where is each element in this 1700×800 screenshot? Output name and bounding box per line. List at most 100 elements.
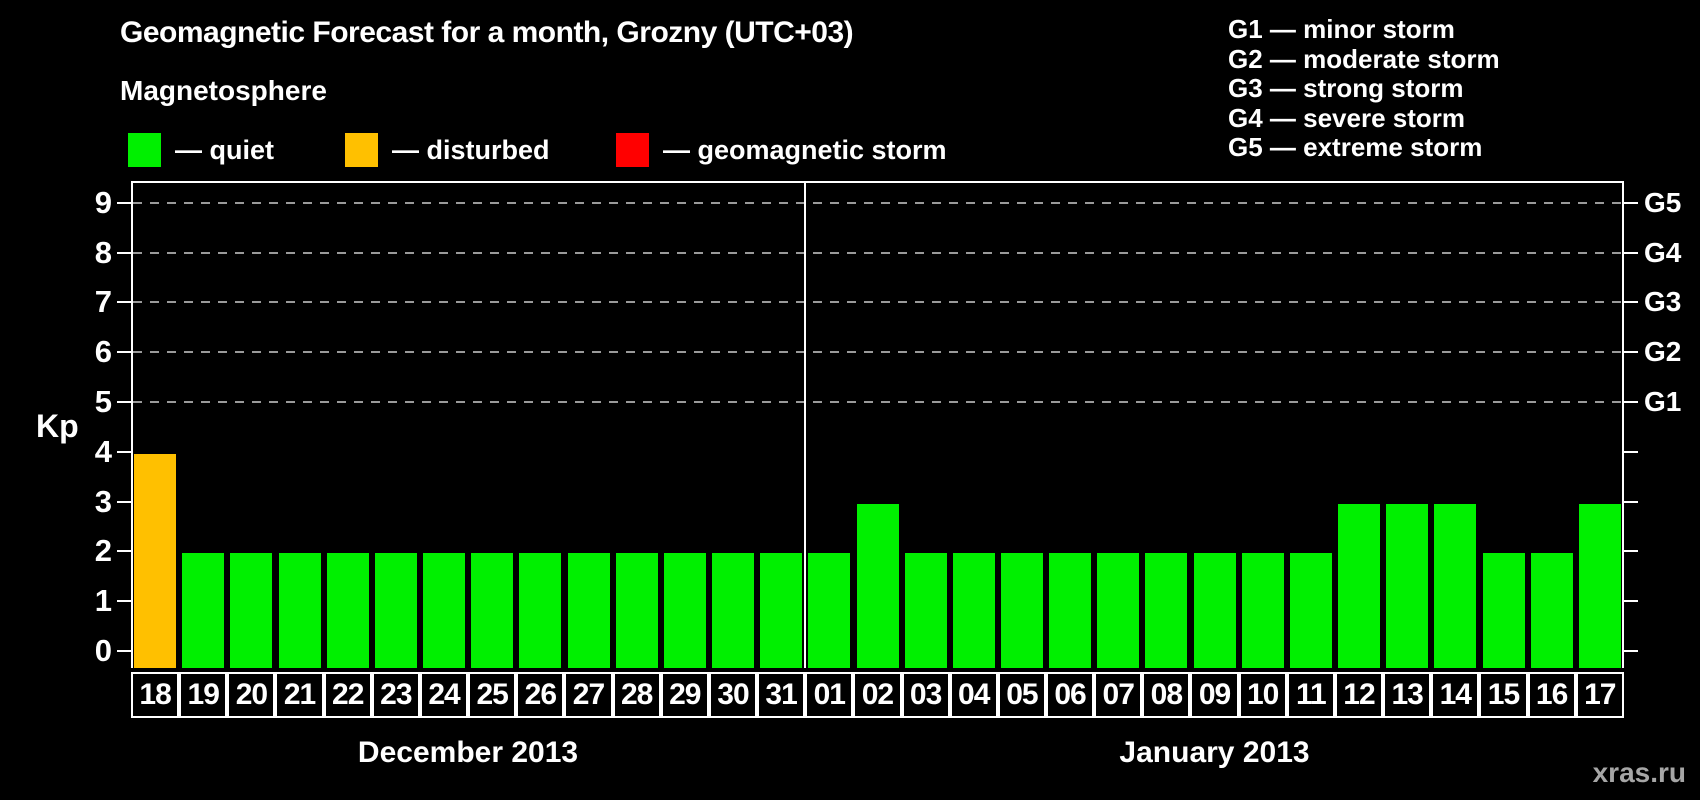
- y-axis-label-kp: Kp: [36, 408, 79, 444]
- right-tick-kp-2: [1624, 550, 1638, 553]
- kp-bar-day-01: [808, 553, 851, 668]
- left-tick-kp-9: [117, 201, 131, 204]
- g3-legend-line: G3 — strong storm: [1228, 73, 1464, 103]
- day-label-26: 26: [516, 672, 565, 718]
- kp-bar-day-15: [1482, 553, 1525, 668]
- gridline-kp-6: [133, 351, 1622, 354]
- legend-item-storm: — geomagnetic storm: [616, 132, 947, 168]
- gridline-kp-9: [133, 201, 1622, 204]
- kp-bar-day-27: [567, 553, 610, 668]
- day-label-08: 08: [1142, 672, 1191, 718]
- kp-bar-day-22: [326, 553, 369, 668]
- left-tick-kp-1: [117, 600, 131, 603]
- plot-area: [131, 181, 1624, 668]
- day-label-10: 10: [1238, 672, 1287, 718]
- day-label-31: 31: [757, 672, 806, 718]
- day-label-30: 30: [708, 672, 758, 718]
- kp-bar-day-30: [712, 553, 755, 668]
- storm-color-swatch: [616, 133, 649, 167]
- legend-item-quiet: — quiet: [128, 132, 274, 168]
- y-tick-label-2: 2: [94, 533, 112, 569]
- kp-bar-day-28: [615, 553, 658, 668]
- legend-label-quiet: — quiet: [175, 134, 274, 165]
- left-tick-kp-0: [117, 650, 131, 652]
- month-separator-line: [804, 183, 807, 668]
- kp-bar-day-23: [374, 553, 417, 668]
- g-scale-legend: G1 — minor storm G2 — moderate storm G3 …: [1228, 14, 1500, 163]
- legend-label-disturbed: — disturbed: [392, 134, 550, 165]
- day-label-12: 12: [1334, 672, 1384, 718]
- y-tick-label-1: 1: [94, 583, 112, 619]
- day-label-03: 03: [901, 672, 950, 718]
- day-label-15: 15: [1479, 672, 1528, 718]
- day-label-20: 20: [227, 672, 276, 718]
- left-tick-kp-6: [117, 351, 131, 354]
- day-label-11: 11: [1286, 672, 1335, 718]
- g5-legend-line: G5 — extreme storm: [1228, 132, 1483, 162]
- kp-bar-day-03: [904, 553, 947, 668]
- x-axis-day-labels-row: 18 19 20 21 22 23 24 25 26 27 28 29 30 31 01 02 03 04 05 06…: [131, 672, 1624, 718]
- legend-item-disturbed: — disturbed: [345, 132, 550, 168]
- day-label-14: 14: [1431, 672, 1480, 718]
- day-label-13: 13: [1383, 672, 1432, 718]
- kp-bar-day-29: [663, 553, 706, 668]
- kp-bar-day-14: [1434, 503, 1477, 668]
- month-label-january: January 2013: [1119, 736, 1310, 769]
- magnetosphere-legend-heading: Magnetosphere: [120, 75, 327, 106]
- kp-bar-day-16: [1530, 553, 1573, 668]
- left-tick-kp-7: [117, 301, 131, 304]
- kp-bar-day-11: [1289, 553, 1332, 668]
- right-tick-kp-8: [1624, 251, 1638, 254]
- day-label-16: 16: [1527, 672, 1576, 718]
- left-tick-kp-3: [117, 500, 131, 503]
- y-tick-label-9: 9: [94, 184, 112, 220]
- day-label-19: 19: [179, 672, 228, 718]
- kp-bar-day-26: [519, 553, 562, 668]
- day-label-04: 04: [949, 672, 998, 718]
- kp-bar-day-21: [278, 553, 321, 668]
- day-label-22: 22: [323, 672, 372, 718]
- kp-bar-day-02: [856, 503, 899, 668]
- g2-legend-line: G2 — moderate storm: [1228, 43, 1500, 74]
- disturbed-color-swatch: [345, 133, 378, 167]
- right-tick-kp-1: [1624, 600, 1638, 603]
- day-label-05: 05: [997, 672, 1046, 718]
- right-tick-kp-4: [1624, 450, 1638, 453]
- day-label-23: 23: [371, 672, 420, 718]
- kp-bar-day-25: [471, 553, 514, 668]
- day-label-28: 28: [612, 672, 661, 718]
- y-tick-label-0: 0: [94, 633, 112, 668]
- right-axis-label-g1: G1: [1644, 386, 1682, 417]
- right-tick-kp-7: [1624, 301, 1638, 304]
- day-label-25: 25: [468, 672, 517, 718]
- left-tick-kp-8: [117, 251, 131, 254]
- kp-bar-day-07: [1097, 553, 1140, 668]
- right-tick-kp-0: [1624, 650, 1638, 652]
- day-label-24: 24: [419, 672, 469, 718]
- y-tick-label-8: 8: [94, 234, 112, 270]
- kp-bar-day-05: [1000, 553, 1043, 668]
- kp-bar-day-24: [423, 553, 466, 668]
- right-axis-label-g2: G2: [1644, 336, 1682, 368]
- day-label-29: 29: [660, 672, 709, 718]
- day-label-09: 09: [1190, 672, 1239, 718]
- y-tick-label-7: 7: [94, 284, 112, 320]
- day-label-17: 17: [1575, 672, 1624, 718]
- kp-bar-day-09: [1193, 553, 1236, 668]
- right-axis-label-g4: G4: [1644, 236, 1682, 268]
- g4-legend-line: G4 — severe storm: [1228, 102, 1466, 133]
- kp-bar-day-17: [1578, 503, 1621, 668]
- watermark-xras: xras.ru: [1592, 757, 1686, 788]
- kp-bar-day-06: [1049, 553, 1092, 668]
- day-label-27: 27: [564, 672, 613, 718]
- kp-bar-day-19: [182, 553, 225, 668]
- gridline-kp-8: [133, 251, 1622, 254]
- y-tick-label-6: 6: [94, 334, 112, 370]
- right-tick-kp-9: [1624, 201, 1638, 204]
- quiet-color-swatch: [128, 133, 161, 167]
- right-tick-kp-3: [1624, 500, 1638, 503]
- gridline-kp-7: [133, 301, 1622, 304]
- day-label-06: 06: [1045, 672, 1095, 718]
- kp-bar-day-10: [1241, 553, 1284, 668]
